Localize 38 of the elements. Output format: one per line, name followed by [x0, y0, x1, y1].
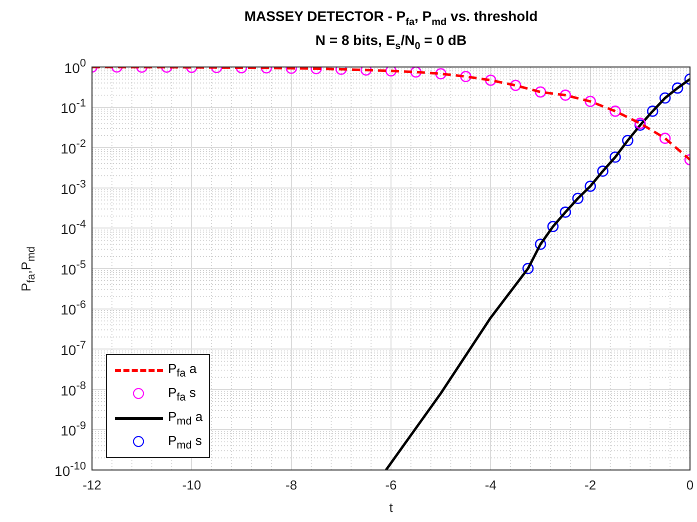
- point: [534, 238, 546, 250]
- point: [547, 220, 559, 232]
- point: [485, 74, 496, 86]
- point: [659, 132, 671, 144]
- point: [510, 80, 522, 92]
- legend-label: P$_{md}$ a: [168, 408, 203, 428]
- point: [646, 106, 658, 117]
- point: [622, 134, 634, 146]
- x-tick-label: -8: [286, 478, 298, 493]
- x-tick-label: 0: [686, 478, 694, 493]
- legend-label: P$_{md}$ s: [168, 432, 202, 452]
- point: [385, 67, 397, 77]
- x-tick-label: -4: [484, 478, 496, 493]
- point: [572, 192, 584, 204]
- point: [410, 67, 422, 78]
- chart-subtitle: N = 8 bits, E$_{s}$/N$_{0}$ = 0 dB: [315, 32, 467, 52]
- x-axis-title: t: [389, 500, 393, 515]
- point: [460, 70, 472, 82]
- point: [597, 166, 608, 177]
- point: [610, 151, 621, 163]
- x-tick-label: -10: [182, 478, 202, 493]
- x-tick-label: -6: [385, 478, 397, 493]
- point: [560, 90, 572, 101]
- x-tick-label: -12: [82, 478, 102, 493]
- point: [435, 68, 446, 80]
- point: [360, 67, 372, 76]
- point: [584, 180, 596, 192]
- point: [534, 86, 546, 98]
- point: [584, 96, 596, 108]
- point: [672, 82, 684, 94]
- legend-label: P$_{fa}$ a: [168, 360, 197, 380]
- point: [610, 106, 621, 117]
- x-tick-label: -2: [584, 478, 596, 493]
- point: [659, 92, 671, 104]
- point: [560, 206, 572, 218]
- point: [522, 262, 534, 274]
- chart-title: MASSEY DETECTOR - P$_{fa}$, P$_{md}$ vs. threshold: [244, 8, 538, 28]
- legend-label: P$_{fa}$ s: [168, 384, 196, 404]
